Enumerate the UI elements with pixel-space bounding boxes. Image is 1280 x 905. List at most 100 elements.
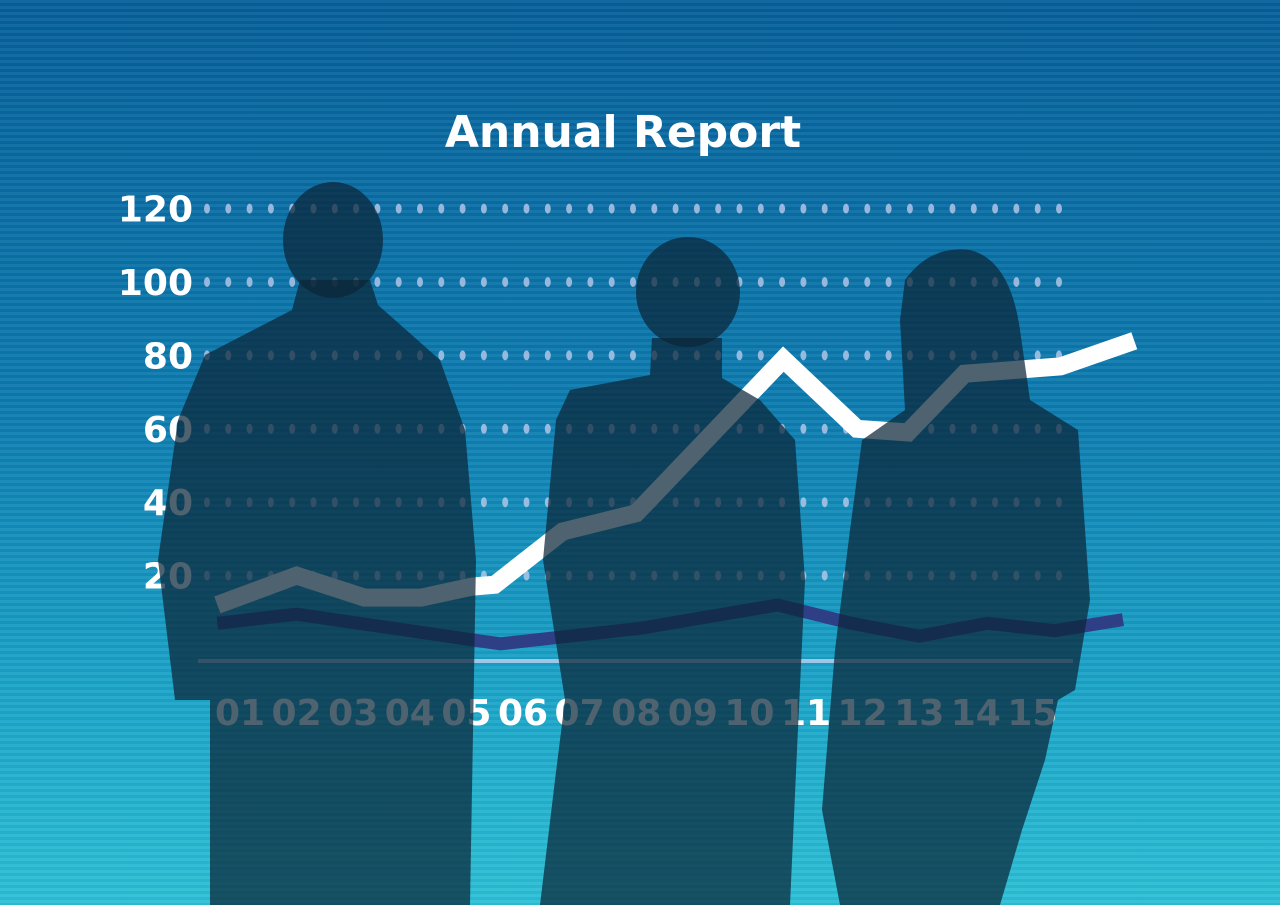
grid-dot <box>1013 203 1020 214</box>
grid-dot <box>949 203 956 214</box>
grid-dot <box>395 277 402 287</box>
grid-dot <box>757 203 764 214</box>
grid-dot <box>566 203 573 214</box>
grid-dot <box>800 497 807 508</box>
grid-dot <box>502 423 509 434</box>
grid-dot <box>480 497 487 508</box>
grid-dot <box>843 277 849 287</box>
grid-dot <box>246 277 253 287</box>
grid-dot <box>736 203 743 214</box>
grid-dot <box>843 497 849 508</box>
grid-dot <box>1056 203 1062 214</box>
grid-dot <box>417 203 423 214</box>
grid-dot <box>438 277 445 287</box>
grid-dot <box>1034 350 1041 361</box>
grid-dot <box>587 350 594 361</box>
grid-dot <box>566 277 573 287</box>
grid-dot <box>523 423 530 434</box>
people-silhouettes <box>158 182 1090 905</box>
grid-dot <box>693 203 700 214</box>
grid-dot <box>1034 203 1041 214</box>
grid-dot <box>544 203 551 214</box>
grid-dot <box>289 277 296 287</box>
grid-dot <box>970 203 977 214</box>
grid-dot <box>757 277 764 287</box>
grid-dot <box>885 277 892 287</box>
grid-dot <box>459 277 466 287</box>
x-tick-label: 06 <box>498 693 548 734</box>
grid-dot <box>417 277 423 287</box>
grid-dot <box>630 277 636 287</box>
grid-dot <box>587 203 594 214</box>
grid-dot <box>885 350 892 361</box>
grid-dot <box>630 203 636 214</box>
woman-silhouette <box>822 249 1090 905</box>
y-tick-label: 80 <box>143 336 193 377</box>
grid-dot <box>523 350 530 361</box>
man-middle-body <box>540 338 805 905</box>
grid-dot <box>864 203 871 214</box>
grid-dot <box>715 203 722 214</box>
grid-dot <box>1034 277 1041 287</box>
grid-dot <box>821 350 828 361</box>
grid-dot <box>523 277 530 287</box>
grid-dot <box>267 277 274 287</box>
grid-dot <box>502 277 509 287</box>
grid-dot <box>800 203 807 214</box>
grid-dot <box>267 203 274 214</box>
grid-dot <box>459 203 466 214</box>
grid-dot <box>438 350 445 361</box>
grid-dot <box>821 203 828 214</box>
grid-dot <box>544 423 551 434</box>
grid-dot <box>502 350 509 361</box>
grid-dot <box>821 423 828 434</box>
grid-dot <box>544 350 551 361</box>
grid-dot <box>395 203 402 214</box>
grid-dot <box>885 203 892 214</box>
grid-dot <box>864 277 871 287</box>
grid-dot <box>779 277 786 287</box>
grid-dot <box>502 497 509 508</box>
grid-dot <box>821 277 828 287</box>
y-tick-label: 120 <box>118 190 193 231</box>
grid-dot <box>608 350 615 361</box>
grid-dot <box>672 203 679 214</box>
grid-dot <box>864 350 871 361</box>
man-middle-head <box>636 237 740 347</box>
grid-dot <box>736 350 743 361</box>
grid-dot <box>779 203 786 214</box>
y-tick-label: 100 <box>118 263 193 304</box>
grid-dot <box>928 203 935 214</box>
man-left-head <box>283 182 383 298</box>
grid-dot <box>246 203 253 214</box>
grid-dot <box>800 423 807 434</box>
grid-dot <box>480 350 487 361</box>
grid-dot <box>523 497 530 508</box>
grid-dot <box>608 203 615 214</box>
grid-dot <box>523 570 530 581</box>
grid-dot <box>502 203 509 214</box>
grid-dot <box>204 203 210 214</box>
grid-dot <box>438 203 445 214</box>
grid-dot <box>757 350 764 361</box>
grid-dot <box>523 203 530 214</box>
grid-dot <box>992 203 999 214</box>
grid-dot <box>480 423 487 434</box>
grid-dot <box>843 350 849 361</box>
grid-dot <box>651 203 658 214</box>
grid-dot <box>374 277 381 287</box>
grid-dot <box>800 277 807 287</box>
grid-dot <box>544 277 551 287</box>
grid-dot <box>480 203 487 214</box>
grid-dot <box>566 350 573 361</box>
man-left-body <box>158 280 476 905</box>
grid-dot <box>1056 277 1062 287</box>
chart-title: Annual Report <box>445 107 801 158</box>
grid-dot <box>843 203 849 214</box>
grid-dot <box>821 570 828 581</box>
grid-dot <box>800 350 807 361</box>
grid-dot <box>225 277 232 287</box>
grid-dot <box>204 277 210 287</box>
